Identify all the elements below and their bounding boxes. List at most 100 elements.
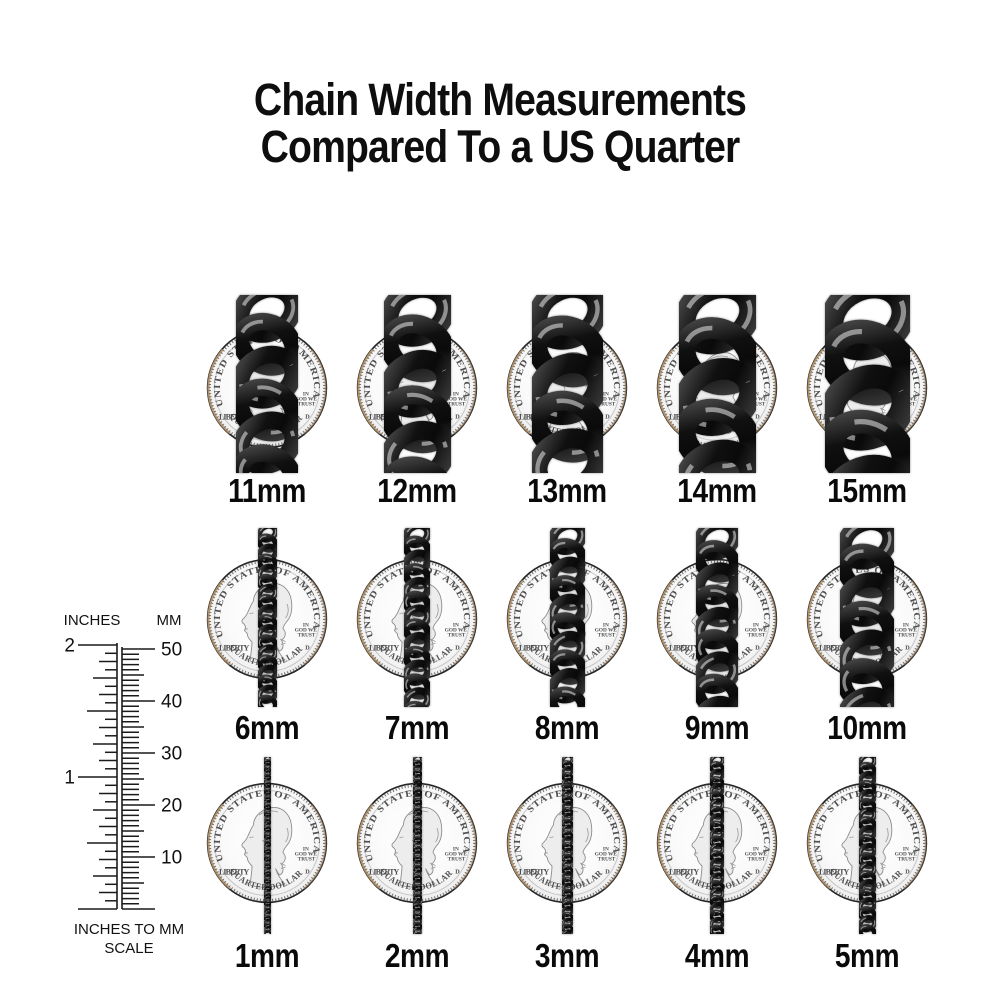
ruler-caption-line-2: SCALE [104, 940, 153, 957]
coin-mint-mark: D [305, 869, 310, 876]
chain-sample [562, 757, 573, 934]
chain-sample [825, 295, 910, 473]
chain-width-label: 5mm [834, 937, 900, 974]
coin-reeded-edge [208, 784, 326, 902]
mm-label-50: 50 [161, 640, 182, 661]
coin-reeded-edge [208, 329, 326, 447]
chain-width-label: 10mm [827, 709, 907, 746]
coin-mint-mark: D [755, 645, 760, 652]
coin-copper-edge [507, 349, 531, 434]
chain-sample [413, 757, 422, 934]
coin-motto-text: IN GOD WE TRUST [295, 391, 318, 407]
coin-chain-cell-2mm: UNITED STATES OF AMERICA QUARTER DOLLAR … [342, 757, 492, 979]
inch-label-2: 2 [64, 636, 75, 657]
coin-copper-edge [453, 349, 477, 434]
coin-chain-cell-10mm: UNITED STATES OF AMERICA QUARTER DOLLAR … [792, 528, 942, 750]
coin-copper-edge [807, 804, 831, 889]
coin-chain-cell-4mm: UNITED STATES OF AMERICA QUARTER DOLLAR … [642, 757, 792, 979]
coin-liberty-text: LIBERTY [219, 868, 250, 877]
coin-reeded-edge [358, 329, 476, 447]
coin-liberty-text: LIBERTY [369, 644, 400, 653]
coin-mint-mark: D [455, 645, 460, 652]
coin-motto-text: IN GOD WE TRUST [295, 622, 318, 638]
coin-chain-cell-15mm: UNITED STATES OF AMERICA QUARTER DOLLAR … [792, 295, 942, 517]
coin-reeded-edge [358, 784, 476, 902]
coin-motto-text: IN GOD WE TRUST [895, 622, 918, 638]
coin-copper-edge [603, 349, 627, 434]
ruler-inches-header: INCHES [64, 612, 121, 629]
coin-chain-cell-7mm: UNITED STATES OF AMERICA QUARTER DOLLAR … [342, 528, 492, 750]
coin-chain-cell-3mm: UNITED STATES OF AMERICA QUARTER DOLLAR … [492, 757, 642, 979]
inches-to-mm-ruler: INCHES MM 2 1 50 40 30 20 10 INCHES TO MM SCALE [50, 598, 200, 973]
coin-mint-mark: D [455, 414, 460, 421]
coin-copper-edge [303, 349, 327, 434]
coin-motto-text: IN GOD WE TRUST [745, 846, 768, 862]
coin-chain-cell-1mm: UNITED STATES OF AMERICA QUARTER DOLLAR … [192, 757, 342, 979]
coin-copper-edge [207, 349, 231, 434]
chain-width-label: 2mm [384, 937, 450, 974]
coin-liberty-text: LIBERTY [519, 868, 550, 877]
ruler-graphic: INCHES MM 2 1 50 40 30 20 10 INCHES TO MM SCALE [64, 612, 184, 957]
chain-width-label: 12mm [377, 472, 457, 509]
coin-copper-edge [903, 804, 927, 889]
coin-copper-edge [357, 580, 381, 665]
washington-profile [541, 806, 593, 888]
chain-sample [532, 295, 603, 473]
coin-copper-edge [807, 349, 831, 434]
coin-motto-text: IN GOD WE TRUST [445, 391, 468, 407]
coin-copper-edge [807, 580, 831, 665]
chain-sample [859, 757, 876, 934]
coin-reeded-edge [508, 784, 626, 902]
coin-reeded-edge [508, 329, 626, 447]
coin-copper-edge [603, 804, 627, 889]
coin-liberty-text: LIBERTY [219, 644, 250, 653]
title-line-2: Compared To a US Quarter [260, 121, 741, 172]
coin-reeded-edge [358, 560, 476, 678]
mm-label-40: 40 [161, 692, 182, 713]
coin-motto-text: IN GOD WE TRUST [445, 846, 468, 862]
chain-width-label: 4mm [684, 937, 750, 974]
coin-copper-edge [753, 580, 777, 665]
coin-reeded-edge [808, 784, 926, 902]
coin-chain-cell-14mm: UNITED STATES OF AMERICA QUARTER DOLLAR … [642, 295, 792, 517]
inch-label-1: 1 [64, 768, 75, 789]
coin-liberty-text: LIBERTY [819, 868, 850, 877]
coin-mint-mark: D [455, 869, 460, 876]
chain-sample [264, 757, 271, 934]
coin-reeded-edge [658, 784, 776, 902]
coin-copper-edge [303, 580, 327, 665]
coin-copper-edge [903, 349, 927, 434]
washington-profile [241, 582, 293, 664]
chain-sample [236, 295, 298, 473]
coin-liberty-text: LIBERTY [669, 644, 700, 653]
coin-copper-edge [657, 349, 681, 434]
chain-width-label: 3mm [534, 937, 600, 974]
coin-copper-edge [753, 349, 777, 434]
chain-sample [550, 528, 585, 707]
coin-reeded-edge [658, 560, 776, 678]
title-line-1: Chain Width Measurements [253, 74, 747, 125]
chain-width-label: 11mm [228, 472, 306, 509]
coin-chain-cell-8mm: UNITED STATES OF AMERICA QUARTER DOLLAR … [492, 528, 642, 750]
chain-sample [679, 295, 756, 473]
coin-motto-text: IN GOD WE TRUST [745, 622, 768, 638]
coin-reeded-edge [808, 329, 926, 447]
chain-width-label: 7mm [384, 709, 450, 746]
chain-width-label: 1mm [234, 937, 300, 974]
coin-mint-mark: D [305, 645, 310, 652]
coin-chain-cell-5mm: UNITED STATES OF AMERICA QUARTER DOLLAR … [792, 757, 942, 979]
coin-mint-mark: D [755, 869, 760, 876]
quarter-coin: UNITED STATES OF AMERICA QUARTER DOLLAR … [356, 558, 478, 680]
coin-motto-text: IN GOD WE TRUST [595, 846, 618, 862]
chain-sample [696, 528, 738, 707]
coin-motto-text: IN GOD WE TRUST [295, 846, 318, 862]
coin-copper-edge [657, 580, 681, 665]
coin-mint-mark: D [305, 414, 310, 421]
coin-liberty-text: LIBERTY [369, 868, 400, 877]
coin-reeded-edge [208, 560, 326, 678]
coin-copper-edge [453, 804, 477, 889]
ruler-mm-header: MM [157, 612, 182, 629]
coin-chain-cell-12mm: UNITED STATES OF AMERICA QUARTER DOLLAR … [342, 295, 492, 517]
coin-reeded-edge [658, 329, 776, 447]
